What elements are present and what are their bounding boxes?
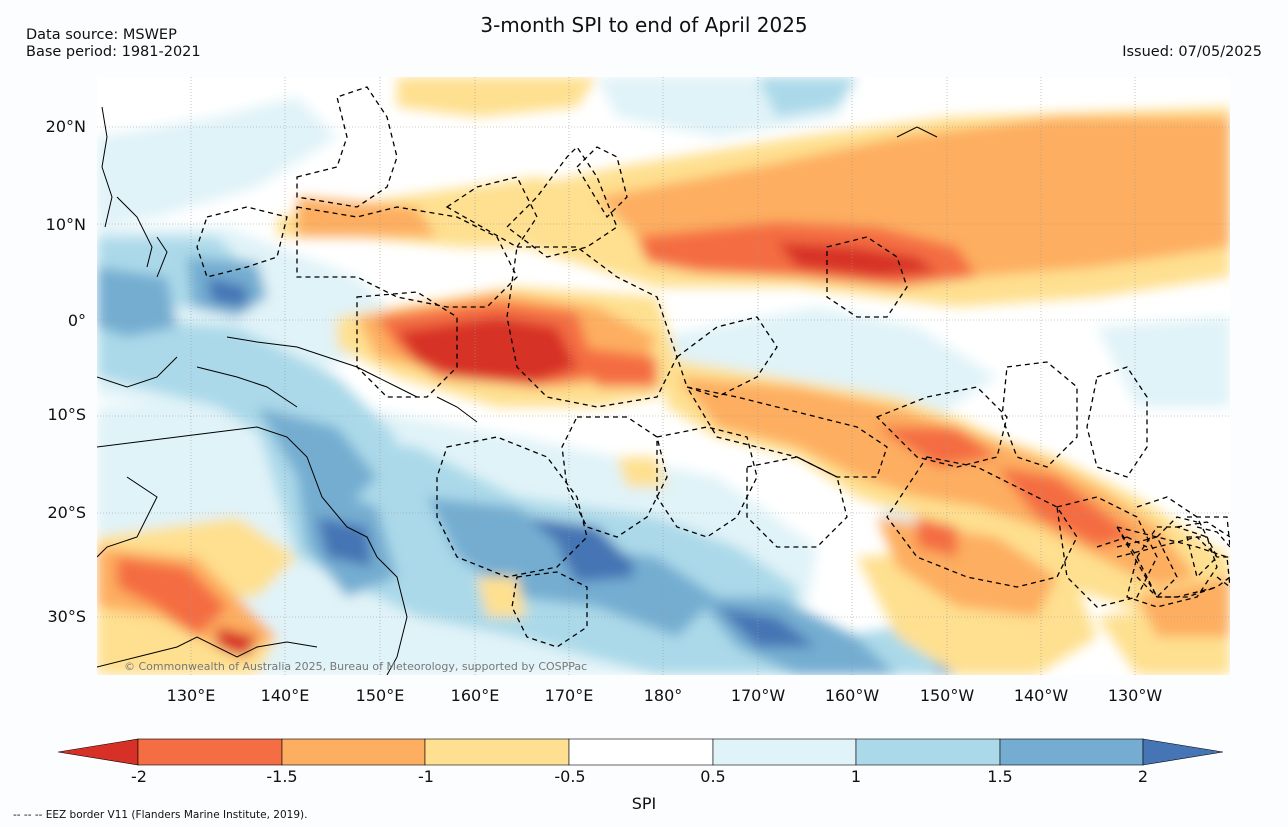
lat-label-20n: 20°N (45, 117, 86, 136)
colorbar-tick-label: 1.5 (987, 767, 1013, 786)
colorbar-tick-label: 1 (850, 767, 862, 786)
spi-map (97, 77, 1230, 675)
colorbar-bin-6 (855, 738, 1001, 766)
copyright-notice: © Commonwealth of Australia 2025, Bureau… (124, 660, 588, 673)
lon-label-130e: 130°E (166, 686, 216, 705)
colorbar-bin-4 (568, 738, 714, 766)
coastlines (97, 106, 938, 675)
graticule (97, 77, 1230, 675)
lat-label-10s: 10°S (47, 405, 86, 424)
colorbar-tick-label: -2 (131, 767, 147, 786)
data-source-label: Data source: MSWEP (26, 27, 177, 43)
lon-label-160e: 160°E (450, 686, 500, 705)
colorbar-tick-label: 2 (1137, 767, 1149, 786)
lat-label-30s: 30°S (47, 607, 86, 626)
colorbar-tick-label: 0.5 (700, 767, 726, 786)
eez-footnote: -- -- -- EEZ border V11 (Flanders Marine… (13, 809, 308, 821)
colorbar-tick-label: -1.5 (266, 767, 298, 786)
lat-label-0: 0° (67, 311, 86, 330)
colorbar-tick-label: -1 (418, 767, 434, 786)
lon-label-150e: 150°E (355, 686, 405, 705)
lon-label-180: 180° (643, 686, 683, 705)
colorbar-bin-1 (137, 738, 283, 766)
colorbar-bin-2 (281, 738, 426, 766)
lon-label-130w: 130°W (1107, 686, 1163, 705)
lon-label-150w: 150°W (919, 686, 975, 705)
colorbar-bin-5 (712, 738, 857, 766)
lon-label-160w: 160°W (824, 686, 880, 705)
spi-field (97, 77, 1230, 675)
map-title: 3-month SPI to end of April 2025 (480, 13, 808, 37)
colorbar-tick-label: -0.5 (554, 767, 586, 786)
colorbar-extend-high (1142, 738, 1224, 766)
colorbar-bin-3 (424, 738, 570, 766)
colorbar (57, 738, 1228, 772)
lon-label-170w: 170°W (730, 686, 786, 705)
issued-date-label: Issued: 07/05/2025 (1122, 44, 1262, 60)
lon-label-170e: 170°E (544, 686, 594, 705)
lat-label-10n: 10°N (45, 215, 86, 234)
eez-borders (196, 86, 1230, 648)
lat-label-20s: 20°S (47, 503, 86, 522)
colorbar-label: SPI (631, 794, 657, 813)
base-period-label: Base period: 1981-2021 (26, 44, 201, 60)
colorbar-bin-7 (999, 738, 1144, 766)
lon-label-140w: 140°W (1013, 686, 1069, 705)
colorbar-extend-low (57, 738, 139, 766)
lon-label-140e: 140°E (260, 686, 310, 705)
